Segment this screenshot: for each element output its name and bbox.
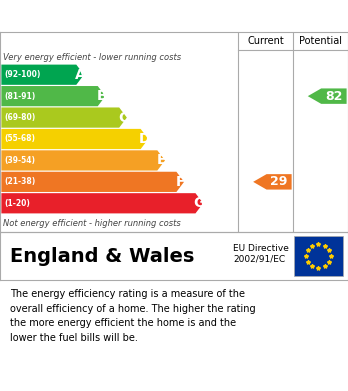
Text: 29: 29 bbox=[270, 175, 288, 188]
Text: E: E bbox=[156, 153, 166, 167]
FancyBboxPatch shape bbox=[294, 236, 343, 276]
Polygon shape bbox=[1, 86, 105, 106]
Text: Potential: Potential bbox=[299, 36, 342, 46]
Text: (81-91): (81-91) bbox=[4, 91, 35, 100]
Text: A: A bbox=[75, 68, 86, 82]
Text: C: C bbox=[118, 111, 128, 125]
Text: Very energy efficient - lower running costs: Very energy efficient - lower running co… bbox=[3, 54, 182, 63]
Polygon shape bbox=[1, 172, 184, 192]
Text: (55-68): (55-68) bbox=[4, 135, 35, 143]
Polygon shape bbox=[1, 65, 84, 85]
Polygon shape bbox=[253, 174, 292, 190]
Polygon shape bbox=[1, 150, 165, 170]
Text: Energy Efficiency Rating: Energy Efficiency Rating bbox=[14, 7, 243, 25]
Polygon shape bbox=[308, 88, 347, 104]
Text: The energy efficiency rating is a measure of the
overall efficiency of a home. T: The energy efficiency rating is a measur… bbox=[10, 289, 256, 343]
Text: (92-100): (92-100) bbox=[4, 70, 41, 79]
Polygon shape bbox=[1, 129, 148, 149]
Polygon shape bbox=[1, 193, 203, 213]
Polygon shape bbox=[1, 108, 127, 128]
Text: B: B bbox=[96, 89, 107, 103]
Text: (1-20): (1-20) bbox=[4, 199, 30, 208]
Text: (21-38): (21-38) bbox=[4, 178, 35, 187]
Text: F: F bbox=[175, 175, 185, 189]
Text: (39-54): (39-54) bbox=[4, 156, 35, 165]
Text: D: D bbox=[139, 132, 150, 146]
Text: EU Directive
2002/91/EC: EU Directive 2002/91/EC bbox=[233, 244, 289, 263]
Text: 82: 82 bbox=[325, 90, 342, 103]
Text: Not energy efficient - higher running costs: Not energy efficient - higher running co… bbox=[3, 219, 181, 228]
Text: Current: Current bbox=[247, 36, 284, 46]
Text: (69-80): (69-80) bbox=[4, 113, 35, 122]
Text: G: G bbox=[193, 196, 205, 210]
Text: England & Wales: England & Wales bbox=[10, 246, 195, 265]
